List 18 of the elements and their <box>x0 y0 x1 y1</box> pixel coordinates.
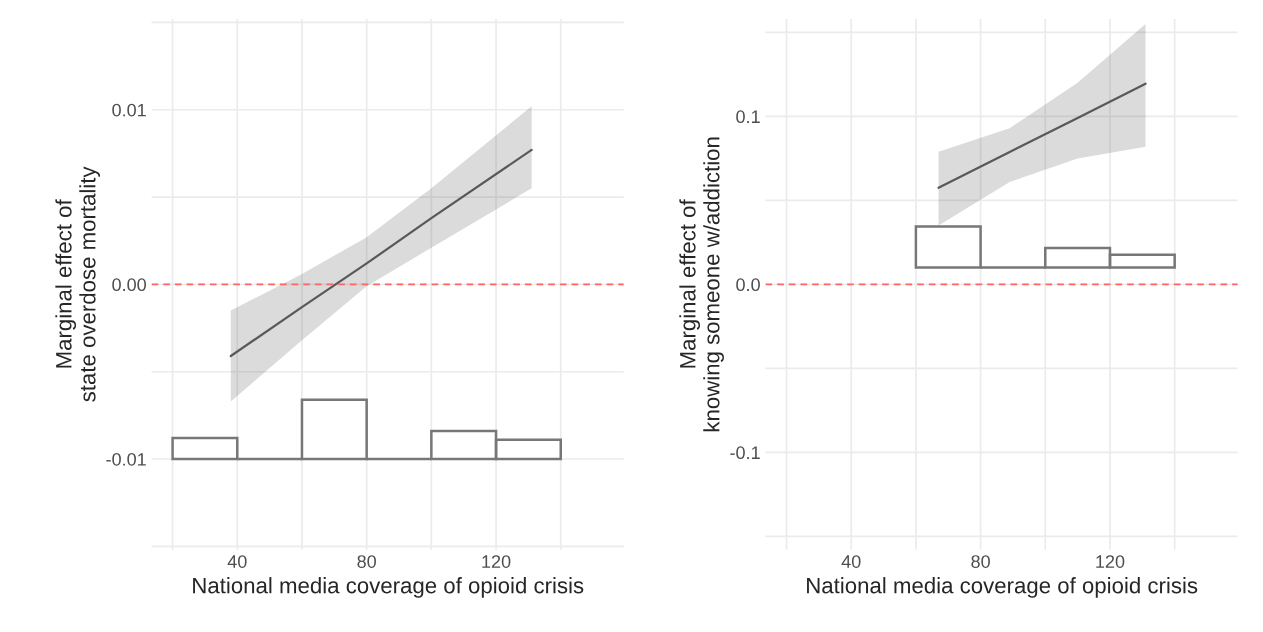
y-axis-title: Marginal effect of state overdose mortality <box>55 166 100 402</box>
y-tick-label: 0.0 <box>736 278 760 292</box>
x-axis-title: National media coverage of opioid crisis <box>807 577 1198 598</box>
x-tick-label: 80 <box>357 555 376 568</box>
x-tick-label: 120 <box>482 555 511 568</box>
y-tick-label: -0.01 <box>106 452 146 466</box>
y-axis-title: Marginal effect of knowing someone w/addiction <box>679 137 724 432</box>
x-tick-label: 120 <box>1096 555 1125 568</box>
y-tick-label: -0.1 <box>730 446 760 460</box>
y-tick-label: 0.01 <box>112 103 146 117</box>
x-tick-label: 40 <box>841 555 861 568</box>
y-tick-label: 0.1 <box>736 110 760 124</box>
line-series <box>937 82 1147 189</box>
x-tick-label: 40 <box>227 555 247 568</box>
x-tick-label: 80 <box>971 555 990 568</box>
y-tick-label: 0.00 <box>112 278 146 292</box>
x-axis-title: National media coverage of opioid crisis <box>193 577 584 598</box>
line-series <box>229 148 533 358</box>
